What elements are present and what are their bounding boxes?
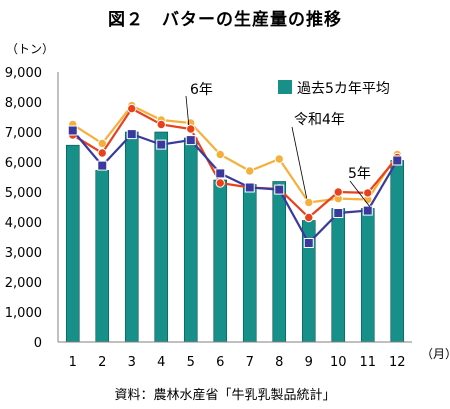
- legend-label-avg: 過去5カ年平均: [297, 81, 390, 97]
- annotation-leader: [291, 126, 308, 199]
- x-tick-label: 9: [305, 355, 313, 370]
- x-unit-label: （月）: [421, 347, 450, 361]
- x-tick-label: 11: [359, 355, 376, 370]
- bar: [242, 184, 257, 343]
- point-r5: [126, 129, 137, 140]
- point-r6: [363, 188, 373, 198]
- point-r5: [97, 160, 108, 171]
- point-r4: [97, 138, 107, 149]
- x-tick-label: 12: [389, 355, 406, 370]
- annotation-leader: [349, 180, 371, 207]
- point-r5: [185, 135, 196, 146]
- point-r6: [127, 103, 137, 114]
- x-tick-label: 4: [157, 355, 165, 370]
- x-tick-label: 7: [246, 355, 254, 370]
- series-label: 6年: [190, 82, 213, 98]
- y-tick-label: 6,000: [5, 156, 42, 171]
- point-r5: [274, 184, 285, 195]
- point-r6: [215, 178, 225, 188]
- y-tick-label: 8,000: [5, 96, 42, 111]
- bar: [183, 137, 198, 343]
- legend-swatch-avg: [278, 80, 292, 94]
- line-r5: [71, 129, 399, 245]
- point-r5: [362, 205, 373, 216]
- point-r5: [244, 182, 255, 193]
- line-r6: [72, 107, 399, 219]
- bar: [390, 160, 405, 343]
- bar-series: [65, 131, 405, 343]
- source-note: 資料：農林水産省「牛乳乳製品統計」: [114, 388, 336, 403]
- point-r5: [215, 168, 226, 179]
- y-tick-label: 0: [34, 336, 42, 351]
- point-r6: [156, 119, 166, 130]
- bar: [213, 179, 228, 343]
- series-label: 5年: [348, 166, 371, 182]
- x-tick-label: 6: [216, 355, 224, 370]
- point-r4: [304, 197, 314, 208]
- axes: [57, 72, 412, 343]
- bar: [65, 144, 80, 343]
- line-r4: [72, 104, 399, 204]
- y-tick-label: 3,000: [5, 246, 42, 261]
- point-r5: [303, 238, 314, 248]
- bar: [124, 131, 139, 343]
- point-r5: [67, 125, 78, 136]
- point-r6: [186, 124, 196, 134]
- point-r5: [333, 208, 344, 218]
- y-tick-label: 1,000: [5, 306, 42, 321]
- y-tick-label: 4,000: [5, 216, 42, 231]
- bar: [331, 208, 346, 343]
- series-label: 令和4年: [294, 112, 345, 128]
- y-tick-label: 2,000: [5, 276, 42, 291]
- y-axis-ticks: 0 1,000 2,000 3,000 4,000 5,000 6,000 7,000 8,00…: [5, 66, 42, 351]
- point-r6: [97, 148, 107, 158]
- point-r6: [304, 212, 314, 223]
- point-r6: [333, 187, 343, 197]
- x-tick-label: 2: [98, 355, 106, 370]
- point-r5: [392, 155, 403, 166]
- chart-title: 図２ バターの生産量の推移: [108, 10, 342, 30]
- bar: [360, 208, 375, 343]
- y-unit-label: （トン）: [6, 42, 55, 56]
- point-r4: [215, 149, 225, 160]
- x-tick-label: 1: [69, 355, 77, 370]
- point-r5: [156, 139, 167, 150]
- bar: [95, 170, 110, 343]
- bar: [154, 131, 169, 343]
- point-r4: [274, 154, 284, 164]
- x-tick-label: 10: [330, 355, 347, 370]
- annotation-leader: [185, 95, 190, 126]
- y-tick-label: 7,000: [5, 126, 42, 141]
- bar: [272, 181, 287, 343]
- x-tick-label: 8: [275, 355, 283, 370]
- point-r4: [245, 166, 255, 176]
- y-tick-label: 5,000: [5, 186, 42, 201]
- x-tick-label: 5: [187, 355, 195, 370]
- legend: 過去5カ年平均: [278, 80, 390, 97]
- x-axis-ticks: 1 2 3 4 5 6 7 8 9 10 11 12: [69, 355, 406, 370]
- line-series: [67, 100, 403, 248]
- y-tick-label: 9,000: [5, 66, 42, 81]
- x-tick-label: 3: [128, 355, 136, 370]
